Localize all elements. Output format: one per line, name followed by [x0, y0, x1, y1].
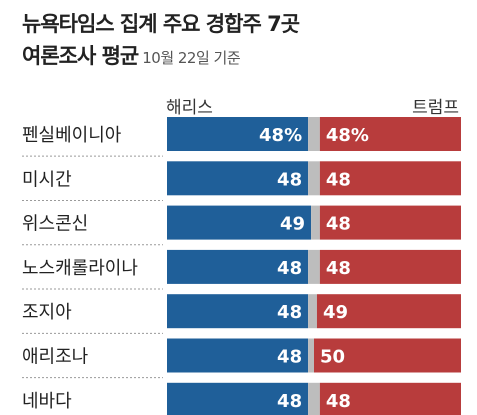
- state-label: 애리조나: [22, 347, 88, 368]
- trump-bar: [319, 161, 461, 196]
- chart-title-line2: 여론조사 평균 10월 22일 기준: [22, 42, 462, 72]
- harris-value: 49: [280, 214, 305, 235]
- trump-value: 48: [326, 214, 351, 235]
- trump-bar: [319, 382, 461, 415]
- state-label: 네바다: [22, 391, 72, 412]
- state-label: 조지아: [22, 302, 72, 323]
- harris-bar: [167, 249, 309, 284]
- state-label: 위스콘신: [22, 214, 88, 235]
- chart-subtitle: 10월 22일 기준: [142, 49, 241, 67]
- harris-bar: [167, 161, 309, 196]
- trump-value: 48: [326, 391, 351, 412]
- state-label: 미시간: [22, 169, 72, 190]
- trump-value: 48: [326, 258, 351, 279]
- harris-value: 48: [277, 258, 302, 279]
- undecided-bar: [308, 117, 320, 151]
- harris-bar: [167, 205, 312, 240]
- legend-harris: 해리스: [166, 98, 213, 118]
- trump-bar: [319, 249, 461, 284]
- harris-value: 48: [277, 391, 302, 412]
- harris-bar: [167, 382, 309, 415]
- harris-value: 48: [277, 169, 302, 190]
- harris-bar: [167, 338, 309, 373]
- state-label: 노스캐롤라이나: [22, 258, 138, 279]
- undecided-bar: [308, 338, 314, 373]
- trump-value: 48%: [326, 125, 369, 146]
- harris-value: 48: [277, 347, 302, 368]
- legend-trump: 트럼프: [412, 98, 459, 118]
- undecided-bar: [308, 294, 317, 329]
- undecided-bar: [308, 382, 320, 415]
- undecided-bar: [308, 161, 320, 196]
- harris-value: 48%: [259, 125, 302, 146]
- harris-bar: [167, 294, 309, 329]
- trump-value: 50: [320, 347, 345, 368]
- undecided-bar: [308, 249, 320, 284]
- trump-bar: [319, 117, 461, 151]
- harris-value: 48: [277, 302, 302, 323]
- trump-bar: [319, 205, 461, 240]
- trump-bar: [314, 338, 461, 373]
- harris-bar: [167, 117, 309, 151]
- trump-value: 49: [323, 302, 348, 323]
- undecided-bar: [311, 205, 320, 240]
- trump-value: 48: [326, 169, 351, 190]
- chart-title: 뉴욕타임스 집계 주요 경합주 7곳: [22, 12, 300, 36]
- trump-bar: [316, 294, 461, 329]
- chart-title-second: 여론조사 평균: [22, 44, 139, 68]
- state-label: 펜실베이니아: [22, 125, 122, 146]
- title-block: 뉴욕타임스 집계 주요 경합주 7곳 여론조사 평균 10월 22일 기준: [22, 10, 462, 72]
